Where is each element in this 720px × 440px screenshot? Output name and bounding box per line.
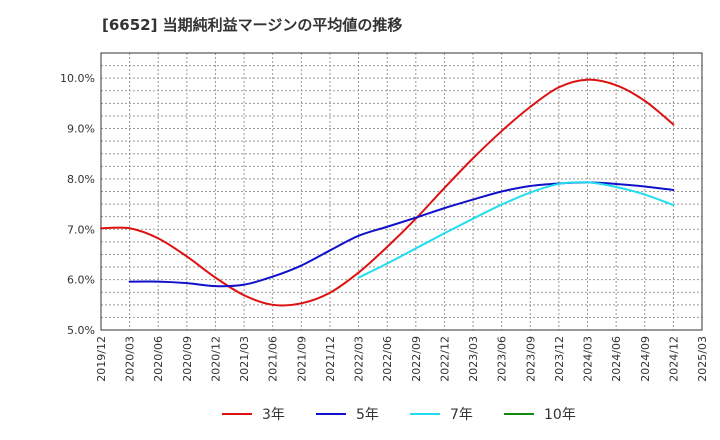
y-tick-label: 9.0%: [67, 123, 95, 136]
y-tick-label: 5.0%: [67, 324, 95, 337]
x-tick-label: 2023/06: [496, 336, 509, 382]
x-tick-label: 2022/06: [381, 336, 394, 382]
legend-label-0: 3年: [262, 407, 285, 423]
x-tick-label: 2022/09: [410, 336, 423, 382]
x-tick-label: 2021/12: [324, 336, 337, 382]
x-tick-label: 2023/03: [467, 336, 480, 382]
x-tick-label: 2024/03: [582, 336, 595, 382]
x-tick-label: 2021/03: [238, 336, 251, 382]
legend-label-3: 10年: [544, 407, 576, 423]
x-tick-label: 2024/06: [610, 336, 623, 382]
y-tick-label: 8.0%: [67, 173, 95, 186]
x-tick-label: 2024/09: [639, 336, 652, 382]
chart-title: [6652] 当期純利益マージンの平均値の推移: [102, 16, 403, 34]
x-tick-label: 2020/03: [124, 336, 137, 382]
y-tick-label: 6.0%: [67, 274, 95, 287]
x-tick-label: 2020/12: [209, 336, 222, 382]
y-tick-label: 10.0%: [60, 72, 95, 85]
legend: 3年 5年 7年 10年: [222, 407, 576, 423]
x-tick-label: 2024/12: [667, 336, 680, 382]
series-layer: [100, 78, 675, 307]
x-axis-ticks: 2019/12 2020/03 2020/06 2020/09 2020/12 2021/…: [95, 336, 709, 382]
x-tick-label: 2020/09: [181, 336, 194, 382]
x-tick-label: 2023/12: [553, 336, 566, 382]
grid-layer: [101, 53, 702, 330]
plot-border: [100, 52, 703, 331]
legend-label-1: 5年: [356, 407, 379, 423]
x-tick-label: 2021/06: [267, 336, 280, 382]
x-tick-label: 2023/09: [524, 336, 537, 382]
x-tick-label: 2019/12: [95, 336, 108, 382]
series-line-0: [100, 78, 675, 307]
x-tick-label: 2022/12: [438, 336, 451, 382]
legend-label-2: 7年: [450, 407, 473, 423]
x-tick-label: 2020/06: [152, 336, 165, 382]
y-tick-label: 7.0%: [67, 223, 95, 236]
x-tick-label: 2021/09: [295, 336, 308, 382]
x-tick-label: 2025/03: [696, 336, 709, 382]
x-tick-label: 2022/03: [353, 336, 366, 382]
y-axis-ticks: 5.0% 6.0% 7.0% 8.0% 9.0% 10.0%: [60, 72, 95, 337]
series-line-2: [357, 181, 675, 279]
